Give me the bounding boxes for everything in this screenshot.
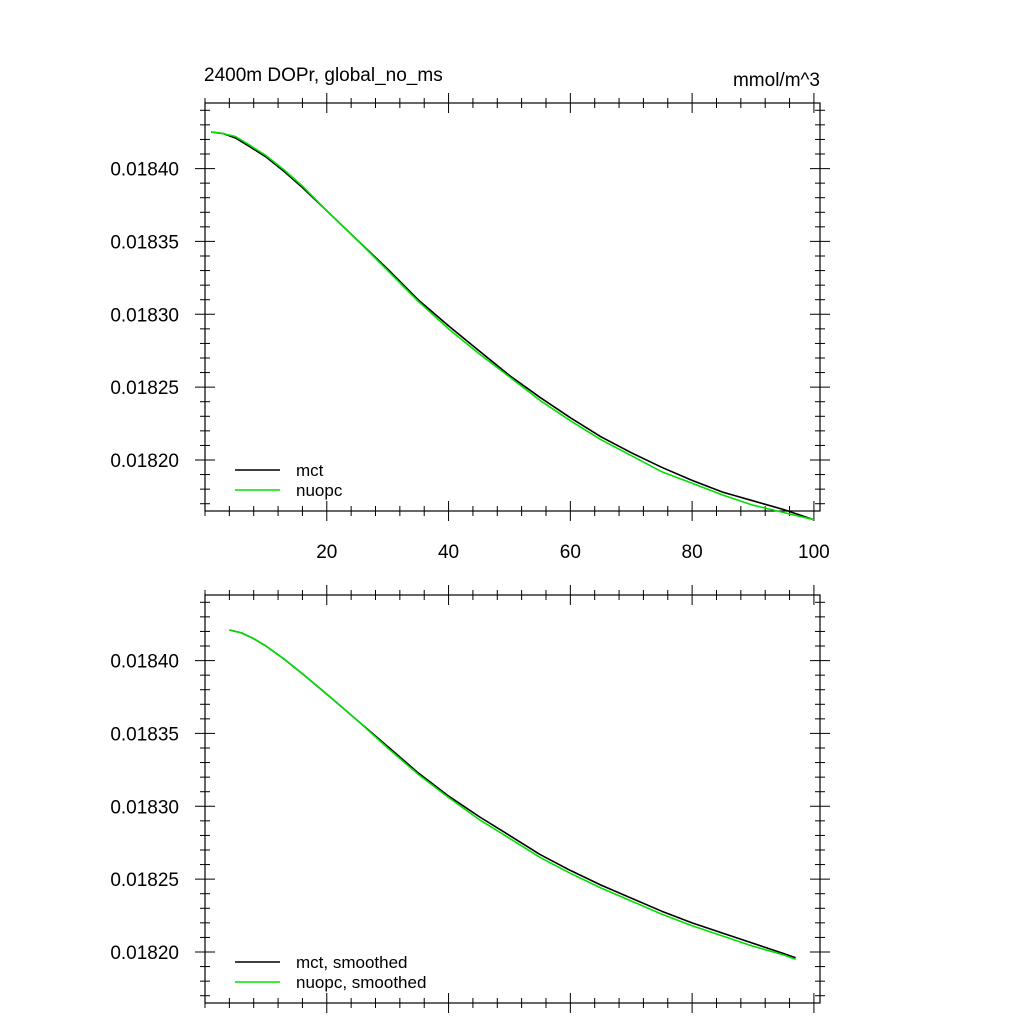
- y-tick-label: 0.01820: [110, 943, 179, 964]
- bottom-series: [229, 629, 796, 961]
- legend-label-mct-smoothed: mct, smoothed: [296, 953, 408, 972]
- bottom-panel: 0.01840 0.01835 0.01830 0.01825 0.01820 mct,…: [110, 585, 830, 1013]
- top-x-tick-labels: 20 40 60 80 100: [316, 542, 830, 563]
- series-line-nuopc-smoothed: [229, 629, 796, 961]
- top-legend: mct nuopc: [235, 461, 343, 500]
- series-line-nuopc: [211, 131, 815, 521]
- x-tick-label: 20: [316, 542, 337, 563]
- bottom-y-tick-labels: 0.01840 0.01835 0.01830 0.01825 0.01820: [110, 652, 179, 964]
- y-tick-label: 0.01840: [110, 652, 179, 673]
- x-tick-label: 80: [682, 542, 703, 563]
- bottom-plot-frame: [204, 594, 821, 1004]
- bottom-ticks: [195, 585, 830, 1013]
- y-tick-label: 0.01820: [110, 451, 179, 472]
- top-series: [211, 131, 815, 521]
- y-tick-label: 0.01840: [110, 160, 179, 181]
- x-tick-label: 40: [438, 542, 459, 563]
- y-tick-label: 0.01830: [110, 797, 179, 818]
- bottom-legend: mct, smoothed nuopc, smoothed: [235, 953, 426, 992]
- legend-label-mct: mct: [296, 461, 324, 480]
- y-tick-label: 0.01830: [110, 305, 179, 326]
- top-ticks: [195, 93, 830, 521]
- y-tick-label: 0.01825: [110, 378, 179, 399]
- top-panel: 2400m DOPr, global_no_ms mmol/m^3 0.0184…: [110, 65, 830, 563]
- top-plot-frame: [204, 102, 821, 512]
- chart-title: 2400m DOPr, global_no_ms: [204, 65, 443, 86]
- y-tick-label: 0.01835: [110, 724, 179, 745]
- legend-label-nuopc-smoothed: nuopc, smoothed: [296, 973, 426, 992]
- legend-label-nuopc: nuopc: [296, 481, 343, 500]
- series-line-mct: [211, 131, 815, 521]
- y-tick-label: 0.01835: [110, 232, 179, 253]
- units-label: mmol/m^3: [733, 70, 820, 91]
- x-tick-label: 60: [560, 542, 581, 563]
- y-tick-label: 0.01825: [110, 870, 179, 891]
- x-tick-label: 100: [798, 542, 830, 563]
- top-y-tick-labels: 0.01840 0.01835 0.01830 0.01825 0.01820: [110, 160, 179, 472]
- series-line-mct-smoothed: [229, 629, 796, 959]
